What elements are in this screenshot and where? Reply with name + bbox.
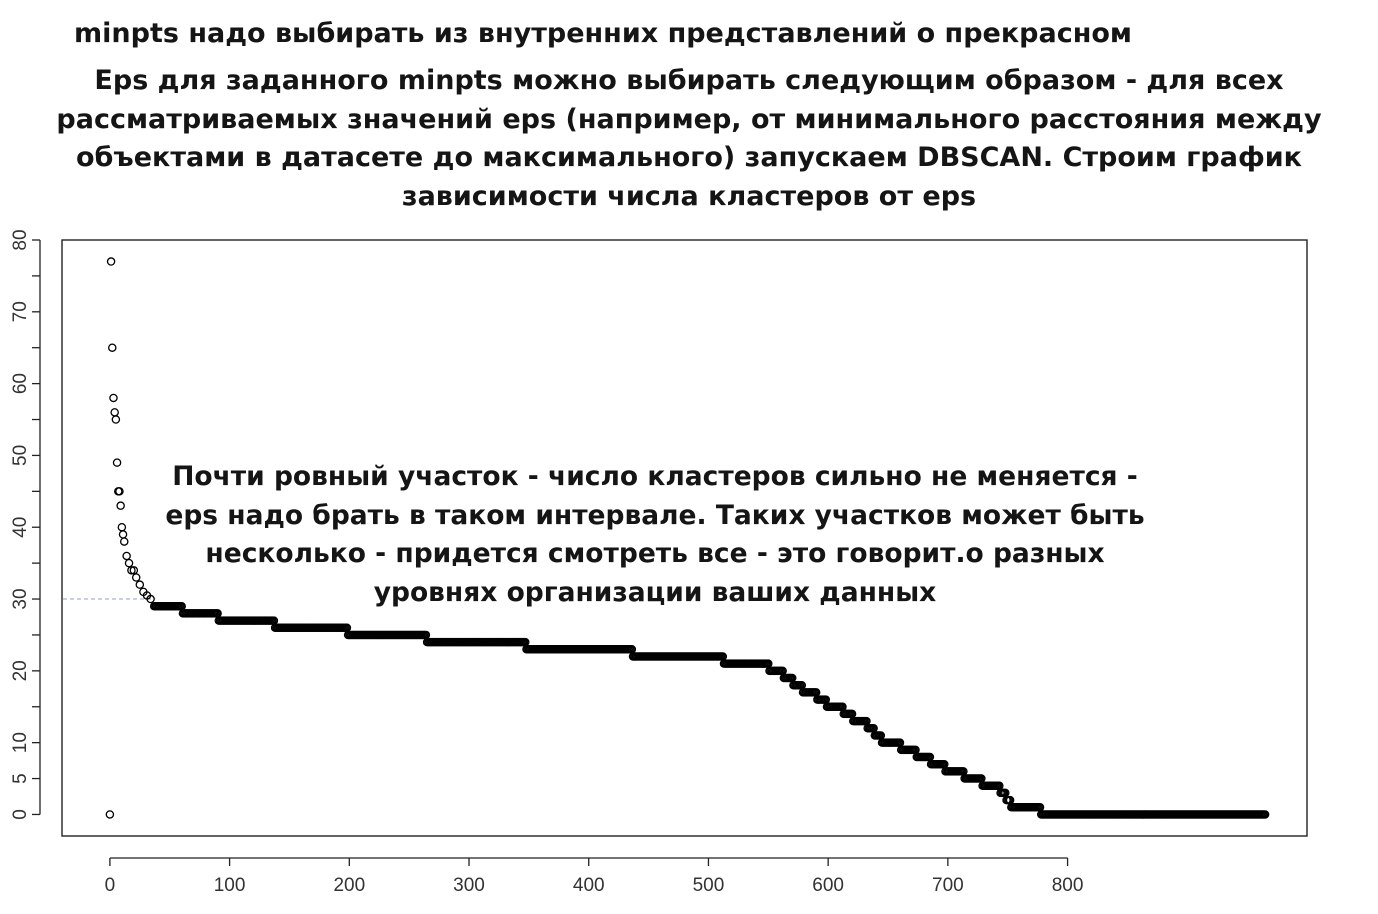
clusters-vs-eps-chart: 0 100 200 300 400 500 600 700 800 0 5 10 20 30 40 50 60 7… xyxy=(10,229,1308,896)
annotation-line: Почти ровный участок - число кластеров с… xyxy=(172,461,1138,492)
data-point xyxy=(111,415,121,424)
plot-frame xyxy=(61,239,1308,837)
data-point xyxy=(1260,810,1270,819)
data-point xyxy=(127,566,136,575)
data-point xyxy=(135,580,145,589)
y-tick-label: 60 xyxy=(10,373,31,394)
data-point xyxy=(115,487,124,496)
axes: 0 100 200 300 400 500 600 700 800 0 5 10 20 30 40 50 60 7… xyxy=(10,229,1308,896)
x-tick-label: 800 xyxy=(1052,875,1084,896)
data-point xyxy=(129,566,139,575)
annotation-line: несколько - придется смотреть все - это … xyxy=(205,538,1105,569)
x-tick-label: 300 xyxy=(453,875,485,896)
heading-eps-line: Eps для заданного minpts можно выбирать … xyxy=(94,65,1284,96)
data-point xyxy=(110,408,119,417)
y-tick-label: 70 xyxy=(10,301,31,322)
plateau-annotation: Почти ровный участок - число кластеров с… xyxy=(150,458,1160,612)
heading-eps-line: зависимости числа кластеров от eps xyxy=(401,180,977,212)
data-point xyxy=(118,530,128,539)
annotation-line: eps надо брать в таком интервале. Таких … xyxy=(165,499,1145,531)
heading-eps-line: рассматриваемых значений eps (например, … xyxy=(56,103,1322,135)
x-tick-label: 200 xyxy=(333,875,365,896)
heading-eps-line: объектами в датасете до максимального) з… xyxy=(76,142,1302,173)
data-point xyxy=(106,257,116,266)
data-point xyxy=(122,551,131,561)
data-point xyxy=(124,558,134,568)
heading-minpts: minpts надо выбирать из внутренних предс… xyxy=(74,18,1132,49)
data-point xyxy=(116,501,125,510)
x-tick-label: 500 xyxy=(693,875,725,896)
y-tick-label: 50 xyxy=(10,445,31,466)
x-tick-label: 700 xyxy=(932,875,964,896)
data-point xyxy=(109,393,118,403)
data-point xyxy=(117,522,127,532)
x-tick-label: 100 xyxy=(214,875,246,896)
data-points xyxy=(105,257,1270,819)
y-tick-label: 0 xyxy=(10,809,31,820)
x-tick-label: 600 xyxy=(812,875,844,896)
y-tick-label: 20 xyxy=(10,660,31,681)
x-tick-label: 0 xyxy=(105,875,116,896)
y-tick-label: 5 xyxy=(10,773,31,784)
y-tick-label: 30 xyxy=(10,588,31,609)
heading-eps-explanation: Eps для заданного minpts можно выбирать … xyxy=(0,62,1378,216)
data-point xyxy=(131,573,141,582)
annotation-line: уровнях организации ваших данных xyxy=(373,576,937,608)
y-tick-label: 80 xyxy=(10,229,31,250)
y-tick-label: 40 xyxy=(10,517,31,538)
data-point xyxy=(146,594,155,604)
x-tick-label: 400 xyxy=(573,875,605,896)
data-point xyxy=(105,810,115,819)
data-point xyxy=(112,458,122,467)
y-tick-label: 10 xyxy=(10,732,31,753)
data-point xyxy=(120,537,129,546)
data-point xyxy=(108,343,117,352)
